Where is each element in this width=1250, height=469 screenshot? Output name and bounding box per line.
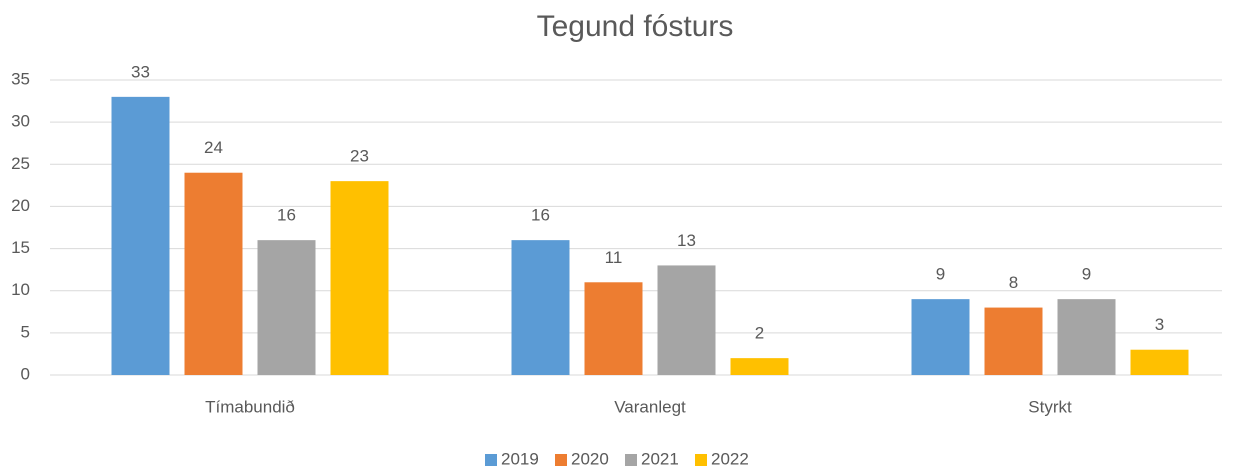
legend-label: 2021 — [641, 449, 679, 468]
bar — [1130, 349, 1189, 375]
legend-swatch — [625, 454, 637, 466]
bar — [1057, 299, 1116, 375]
data-label: 33 — [131, 62, 150, 81]
x-tick-label: Varanlegt — [614, 397, 686, 416]
legend-label: 2022 — [711, 449, 749, 468]
y-tick-label: 15 — [11, 238, 30, 257]
legend-swatch — [695, 454, 707, 466]
x-tick-label: Tímabundið — [205, 397, 295, 416]
data-label: 9 — [1082, 265, 1091, 284]
data-label: 3 — [1155, 315, 1164, 334]
bar — [730, 358, 789, 375]
y-tick-label: 25 — [11, 154, 30, 173]
bar — [511, 240, 570, 375]
legend-label: 2019 — [501, 449, 539, 468]
bar — [657, 265, 716, 375]
y-tick-label: 30 — [11, 112, 30, 131]
y-tick-label: 35 — [11, 69, 30, 88]
bar — [584, 282, 643, 375]
bar — [911, 299, 970, 375]
legend-label: 2020 — [571, 449, 609, 468]
data-label: 9 — [936, 265, 945, 284]
data-label: 2 — [755, 324, 764, 343]
bar — [984, 307, 1043, 375]
bar — [257, 240, 316, 375]
data-label: 16 — [277, 206, 296, 225]
bar — [330, 181, 389, 375]
data-label: 23 — [350, 147, 369, 166]
data-label: 16 — [531, 206, 550, 225]
chart-title: Tegund fósturs — [537, 10, 734, 43]
data-label: 11 — [605, 248, 623, 267]
y-tick-label: 5 — [21, 322, 30, 341]
bar — [184, 172, 243, 375]
y-tick-label: 10 — [11, 280, 30, 299]
data-label: 24 — [204, 138, 223, 157]
legend-swatch — [485, 454, 497, 466]
data-label: 13 — [677, 231, 696, 250]
x-tick-label: Styrkt — [1028, 397, 1072, 416]
data-label: 8 — [1009, 273, 1018, 292]
y-tick-label: 20 — [11, 196, 30, 215]
legend-swatch — [555, 454, 567, 466]
y-tick-label: 0 — [21, 364, 30, 383]
bar — [111, 96, 170, 375]
